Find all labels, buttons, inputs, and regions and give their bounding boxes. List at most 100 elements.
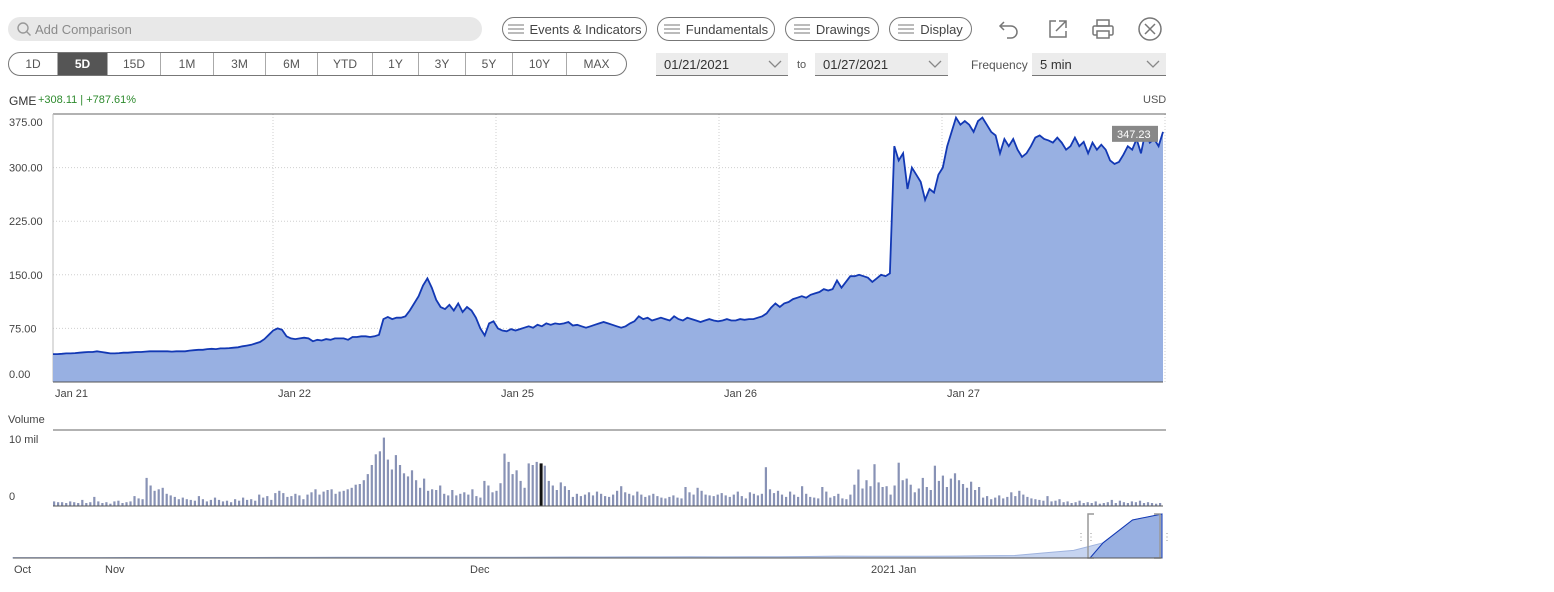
volume-bar bbox=[986, 496, 989, 506]
volume-bar bbox=[933, 465, 937, 506]
volume-bar bbox=[644, 496, 647, 506]
volume-bar bbox=[583, 494, 587, 506]
range-3y[interactable]: 3Y bbox=[418, 53, 465, 75]
drawings-button[interactable]: Drawings bbox=[785, 17, 879, 41]
volume-bar bbox=[451, 490, 454, 506]
to-date-select[interactable]: 01/27/2021 bbox=[815, 53, 948, 76]
navigator-tick-label: Dec bbox=[470, 564, 490, 576]
range-1y[interactable]: 1Y bbox=[372, 53, 418, 75]
volume-bar bbox=[768, 489, 772, 506]
volume-bar bbox=[957, 480, 961, 506]
events-indicators-label: Events & Indicators bbox=[529, 21, 642, 37]
volume-bar bbox=[511, 474, 514, 506]
volume-bar bbox=[57, 502, 60, 506]
volume-bar bbox=[591, 495, 595, 506]
volume-bar bbox=[893, 485, 896, 506]
range-15d[interactable]: 15D bbox=[107, 53, 160, 75]
x-tick-label: Jan 26 bbox=[724, 388, 757, 400]
volume-bar bbox=[165, 493, 168, 506]
volume-bar bbox=[624, 492, 627, 506]
events-indicators-button[interactable]: Events & Indicators bbox=[502, 17, 647, 41]
fundamentals-button[interactable]: Fundamentals bbox=[657, 17, 775, 41]
volume-bar bbox=[330, 489, 333, 506]
volume-bar bbox=[1134, 502, 1138, 506]
volume-bar bbox=[394, 455, 398, 506]
last-price-badge bbox=[1112, 125, 1158, 142]
volume-bar bbox=[809, 496, 812, 506]
from-date-select[interactable]: 01/21/2021 bbox=[656, 53, 788, 76]
volume-bar bbox=[238, 500, 241, 506]
volume-bar bbox=[881, 487, 884, 506]
volume-bar bbox=[1042, 500, 1045, 506]
volume-bar bbox=[1142, 503, 1146, 506]
volume-bar bbox=[740, 496, 743, 506]
volume-bar bbox=[563, 486, 567, 506]
range-5y[interactable]: 5Y bbox=[465, 53, 512, 75]
volume-bar bbox=[531, 465, 534, 506]
volume-bar bbox=[1046, 496, 1049, 506]
range-max[interactable]: MAX bbox=[566, 53, 626, 75]
volume-bar bbox=[507, 461, 510, 506]
volume-bar bbox=[141, 499, 144, 506]
range-ytd[interactable]: YTD bbox=[317, 53, 372, 75]
volume-bar bbox=[945, 487, 949, 506]
volume-bar bbox=[161, 487, 164, 506]
add-comparison-input[interactable]: Add Comparison bbox=[8, 17, 482, 41]
range-6m[interactable]: 6M bbox=[265, 53, 317, 75]
volume-bar bbox=[656, 496, 659, 506]
volume-bar bbox=[1034, 499, 1037, 506]
volume-bar bbox=[547, 480, 550, 506]
volume-bar bbox=[1126, 503, 1130, 506]
volume-bar bbox=[278, 490, 281, 506]
volume-bar bbox=[410, 470, 414, 506]
volume-bar bbox=[270, 499, 273, 506]
volume-bar bbox=[398, 465, 402, 506]
drawings-label: Drawings bbox=[815, 21, 871, 37]
range-3m[interactable]: 3M bbox=[213, 53, 265, 75]
volume-bar bbox=[1138, 500, 1142, 506]
range-1d[interactable]: 1D bbox=[25, 57, 41, 71]
range-1m[interactable]: 1M bbox=[160, 53, 213, 75]
volume-bar bbox=[579, 496, 583, 506]
frequency-select[interactable]: 5 min bbox=[1032, 53, 1166, 76]
volume-bar bbox=[1146, 502, 1150, 506]
volume-bar bbox=[821, 487, 824, 506]
volume-bar bbox=[998, 495, 1001, 506]
volume-bar bbox=[865, 480, 868, 506]
volume-bar bbox=[286, 496, 289, 506]
volume-bar bbox=[459, 493, 462, 506]
volume-bar bbox=[370, 465, 373, 506]
undo-icon[interactable] bbox=[996, 16, 1022, 42]
menu-lines-icon bbox=[507, 24, 524, 34]
to-label: to bbox=[797, 59, 807, 71]
volume-bar bbox=[905, 478, 908, 506]
volume-bar bbox=[897, 462, 900, 506]
volume-bar bbox=[990, 499, 993, 506]
volume-bar bbox=[708, 495, 711, 506]
grip-icon[interactable]: ⋮⋮ bbox=[1076, 532, 1096, 543]
range-5d[interactable]: 5D bbox=[57, 53, 107, 75]
menu-lines-icon bbox=[898, 24, 915, 34]
volume-bar bbox=[937, 480, 941, 506]
popout-icon[interactable] bbox=[1045, 16, 1071, 42]
volume-bar bbox=[133, 496, 136, 506]
print-icon[interactable] bbox=[1090, 16, 1116, 42]
grip-icon[interactable]: ⋮ bbox=[1162, 532, 1172, 543]
volume-bar bbox=[415, 480, 418, 506]
volume-bar bbox=[1030, 498, 1033, 506]
volume-bar bbox=[439, 485, 442, 506]
volume-bar bbox=[314, 489, 317, 506]
volume-bar bbox=[217, 499, 221, 506]
range-10y[interactable]: 10Y bbox=[512, 53, 566, 75]
volume-bar bbox=[53, 501, 56, 506]
volume-bar bbox=[1074, 502, 1077, 506]
volume-bar bbox=[640, 494, 643, 506]
display-button[interactable]: Display bbox=[889, 17, 972, 41]
volume-bar bbox=[105, 502, 108, 506]
volume-bar bbox=[1018, 490, 1021, 506]
volume-bar bbox=[491, 492, 494, 506]
volume-bar bbox=[274, 493, 277, 506]
volume-bar bbox=[125, 502, 128, 506]
close-icon[interactable] bbox=[1137, 16, 1163, 42]
